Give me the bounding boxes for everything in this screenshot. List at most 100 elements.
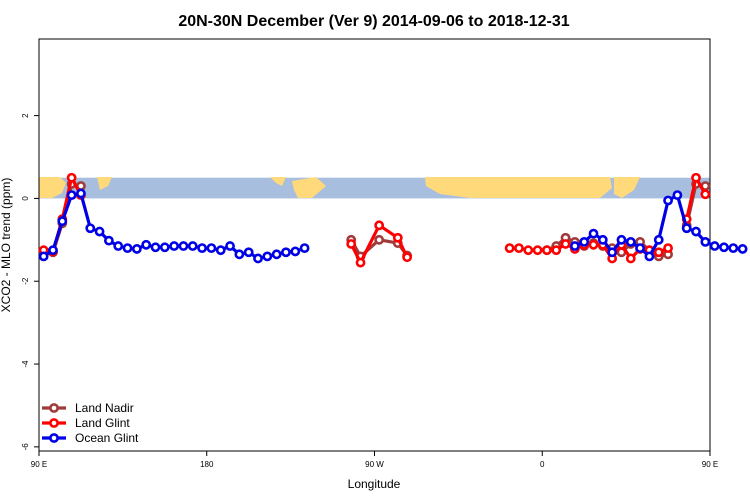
data-point: [225, 241, 235, 251]
data-point: [374, 234, 385, 245]
y-tick-label: -6: [21, 443, 30, 451]
legend-marker: [49, 418, 59, 428]
data-point: [85, 223, 96, 234]
data-point: [700, 189, 711, 200]
map-land: [270, 177, 286, 186]
map-land: [97, 177, 112, 190]
data-point: [141, 239, 152, 250]
data-point: [38, 251, 49, 262]
x-tick-label: 90 E: [31, 460, 47, 469]
data-point: [569, 241, 580, 251]
data-point: [737, 244, 748, 254]
data-point: [663, 243, 673, 254]
data-point: [579, 236, 590, 247]
y-tick-label: 2: [21, 113, 30, 118]
map-land: [425, 177, 612, 198]
data-point: [392, 232, 403, 243]
x-tick-label: 90 E: [702, 460, 718, 469]
data-point: [48, 245, 58, 256]
data-point: [122, 243, 133, 254]
data-point: [169, 241, 180, 251]
data-point: [691, 226, 701, 237]
data-point: [215, 245, 226, 256]
data-point: [616, 234, 627, 245]
x-tick-label: 0: [540, 460, 545, 469]
data-point: [719, 242, 729, 253]
data-point: [253, 253, 263, 264]
chart-title: 20N-30N December (Ver 9) 2014-09-06 to 2…: [178, 13, 569, 30]
map-band: [39, 177, 710, 199]
data-point: [402, 252, 413, 263]
data-point: [262, 251, 273, 262]
data-point: [625, 253, 636, 264]
data-point: [551, 245, 562, 256]
data-point: [653, 234, 664, 245]
series-layer: [38, 172, 748, 268]
y-tick-label: -4: [21, 360, 30, 368]
data-point: [597, 234, 608, 245]
legend-label: Land Glint: [75, 416, 130, 430]
x-tick-label: 90 W: [365, 460, 384, 469]
data-point: [514, 243, 524, 254]
y-axis: -6 -4 -2 0 2: [21, 113, 39, 451]
x-tick-label: 180: [200, 460, 214, 469]
data-point: [290, 246, 301, 257]
data-point: [94, 226, 105, 237]
data-point: [625, 236, 636, 247]
data-point: [76, 188, 86, 199]
data-point: [159, 242, 170, 253]
data-point: [187, 241, 198, 251]
map-land: [292, 177, 326, 198]
map-land: [39, 177, 66, 198]
data-point: [66, 172, 77, 183]
data-point: [113, 241, 124, 251]
legend-label: Land Nadir: [75, 401, 134, 415]
data-point: [560, 239, 571, 249]
data-point: [635, 243, 646, 254]
data-point: [691, 172, 701, 183]
data-point: [243, 247, 254, 258]
data-point: [709, 241, 720, 251]
data-point: [588, 228, 599, 239]
data-point: [653, 247, 664, 258]
data-point: [66, 190, 77, 201]
map-land: [614, 177, 640, 198]
legend-label: Ocean Glint: [75, 431, 139, 445]
legend-marker: [49, 403, 59, 413]
data-point: [532, 245, 543, 256]
data-point: [281, 247, 291, 258]
data-point: [700, 236, 711, 247]
y-axis-label: XCO2 - MLO trend (ppm): [0, 178, 13, 313]
data-point: [644, 251, 655, 262]
data-point: [150, 242, 161, 253]
data-point: [234, 249, 245, 260]
data-point: [542, 245, 552, 256]
data-point: [271, 249, 282, 260]
data-point: [523, 245, 534, 256]
legend-marker: [49, 433, 59, 443]
data-point: [504, 243, 515, 254]
data-point: [206, 243, 217, 254]
data-point: [588, 239, 599, 250]
data-point: [355, 257, 366, 268]
x-axis: 90 E 180 90 W 0 90 E: [31, 451, 718, 469]
data-point: [299, 243, 310, 254]
data-point: [607, 247, 618, 258]
data-point: [178, 241, 189, 251]
data-point: [663, 195, 673, 206]
data-point: [681, 223, 692, 234]
data-point: [346, 239, 357, 249]
data-point: [672, 190, 683, 201]
x-axis-label: Longitude: [348, 477, 401, 491]
data-point: [103, 235, 114, 246]
data-point: [131, 244, 142, 254]
y-tick-label: 0: [21, 196, 30, 201]
data-point: [57, 216, 68, 227]
y-tick-label: -2: [21, 277, 30, 285]
data-point: [728, 243, 739, 254]
data-point: [374, 220, 385, 231]
data-point: [197, 243, 207, 254]
series-ocean-glint: [38, 188, 748, 264]
